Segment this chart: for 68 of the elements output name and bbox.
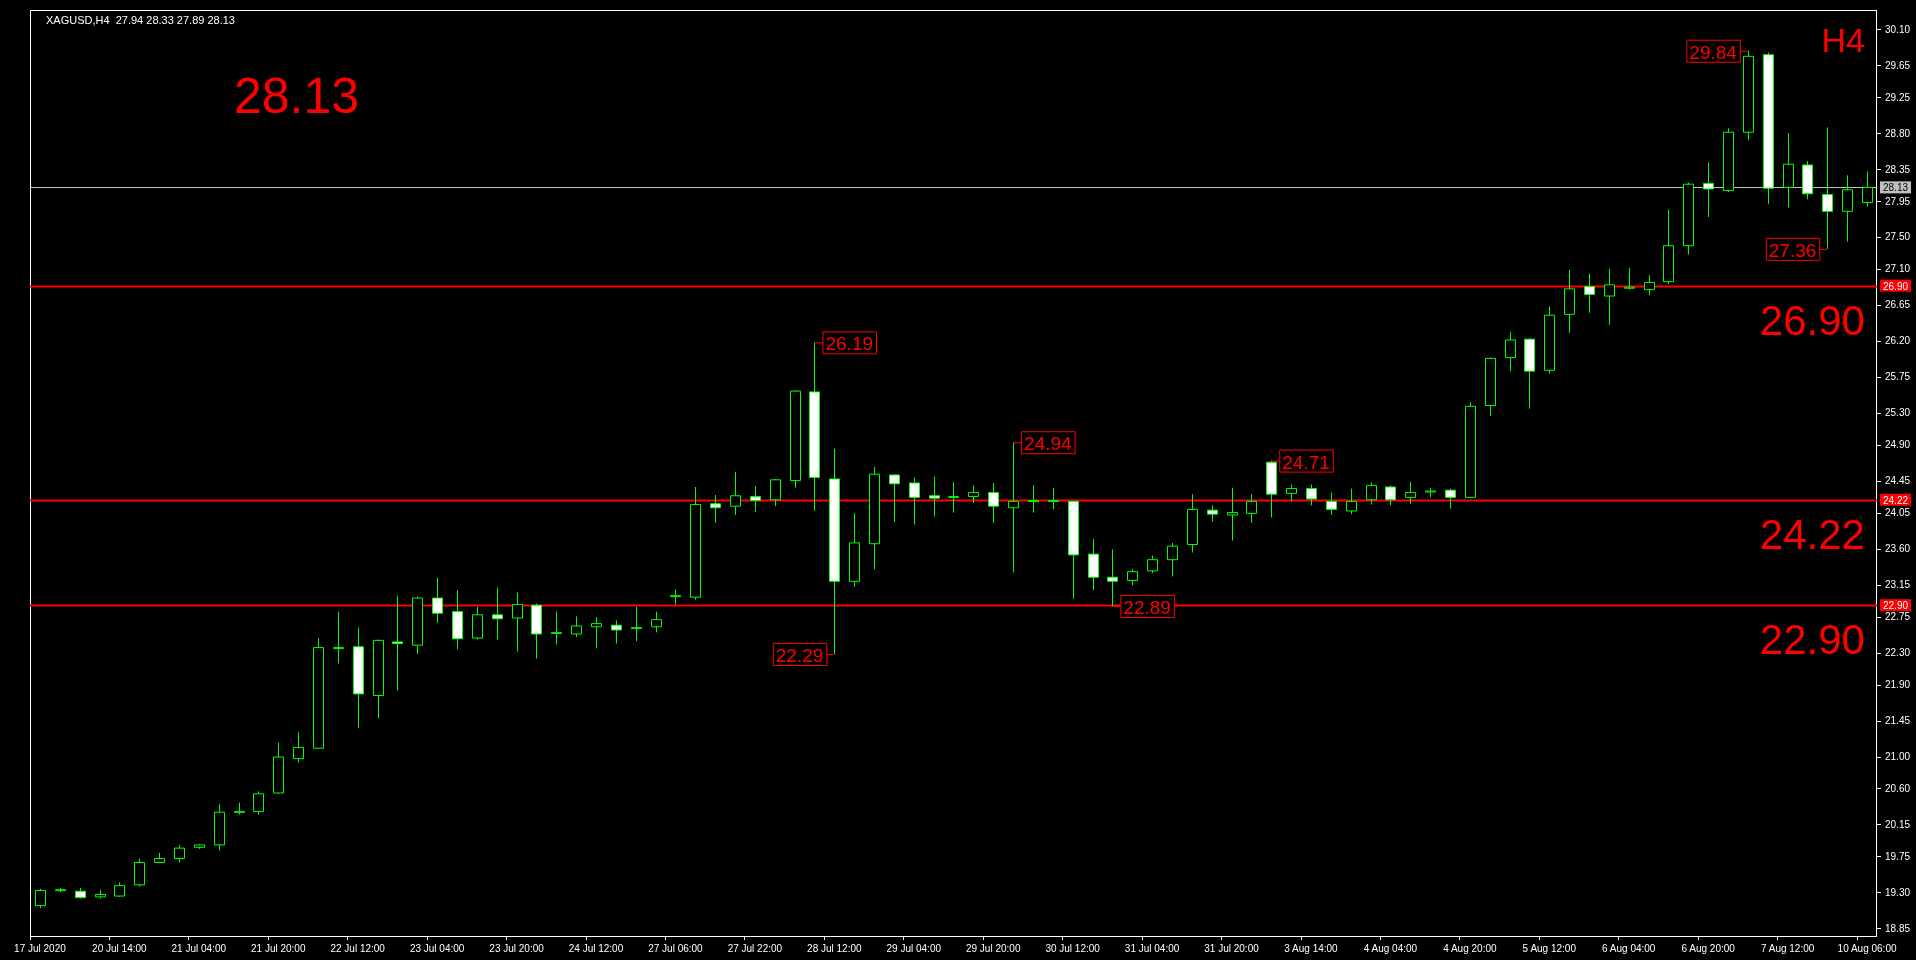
x-tick-label: 5 Aug 12:00 [1522,942,1577,954]
y-tick-label: 25.30 [1884,407,1911,419]
x-tick-label: 31 Jul 04:00 [1124,942,1180,954]
x-tick-label: 29 Jul 20:00 [965,942,1021,954]
ref-line-label: 22.90 [1882,600,1909,612]
x-tick-label: 10 Aug 06:00 [1837,942,1897,954]
annotation: 27.36 [1768,239,1817,261]
x-tick-label: 4 Aug 04:00 [1363,942,1418,954]
y-tick-label: 29.25 [1884,91,1911,103]
y-tick-label: 27.50 [1884,231,1911,243]
x-tick-label: 20 Jul 14:00 [92,942,148,954]
y-tick-label: 24.05 [1884,507,1911,519]
x-tick-label: 24 Jul 12:00 [568,942,624,954]
x-tick-label: 6 Aug 04:00 [1602,942,1656,954]
y-tick-label: 26.20 [1884,335,1911,347]
y-tick-label: 27.10 [1884,263,1911,275]
x-tick-label: 23 Jul 20:00 [489,942,545,954]
x-tick-label: 21 Jul 04:00 [171,942,227,954]
y-tick-label: 18.85 [1884,922,1911,934]
y-tick-label: 24.90 [1884,439,1911,451]
x-tick-label: 4 Aug 20:00 [1443,942,1497,954]
y-tick-label: 28.35 [1884,163,1911,175]
annotation: 24.71 [1282,451,1330,473]
annotation: 26.90 [1759,296,1865,344]
y-tick-label: 22.30 [1884,646,1911,658]
x-tick-label: 3 Aug 14:00 [1284,942,1339,954]
annotation: 22.90 [1759,616,1865,664]
y-tick-label: 22.75 [1884,610,1911,622]
y-tick-label: 19.75 [1884,850,1911,862]
x-tick-label: 29 Jul 04:00 [886,942,942,954]
annotation: H4 [1821,21,1865,59]
y-tick-label: 20.60 [1884,782,1911,794]
annotation: 24.22 [1759,510,1865,558]
x-tick-label: 27 Jul 06:00 [648,942,704,954]
chart-title: XAGUSD,H4 27.94 28.33 27.89 28.13 [46,14,235,26]
x-tick-label: 17 Jul 2020 [14,942,67,954]
y-tick-label: 30.10 [1884,23,1911,35]
x-tick-label: 6 Aug 20:00 [1681,942,1736,954]
y-tick-label: 25.75 [1884,371,1911,383]
annotation: 28.13 [234,68,360,124]
y-tick-label: 23.60 [1884,543,1911,555]
x-tick-label: 7 Aug 12:00 [1760,942,1815,954]
y-tick-label: 24.45 [1884,475,1911,487]
x-tick-label: 22 Jul 12:00 [330,942,386,954]
y-tick-label: 28.80 [1884,127,1911,139]
annotation: 29.84 [1689,41,1738,63]
y-tick-label: 21.00 [1884,750,1911,762]
ref-line-label: 24.22 [1882,494,1909,506]
y-tick-label: 27.95 [1884,195,1911,207]
x-tick-label: 23 Jul 04:00 [409,942,465,954]
y-tick-label: 26.65 [1884,299,1911,311]
x-tick-label: 27 Jul 22:00 [727,942,783,954]
y-tick-label: 19.30 [1884,886,1911,898]
y-tick-label: 20.15 [1884,818,1911,830]
x-tick-label: 28 Jul 12:00 [807,942,862,954]
y-tick-label: 23.15 [1884,579,1911,590]
ref-line-label: 28.13 [1882,182,1909,194]
annotation: 22.89 [1123,597,1171,619]
y-tick-label: 29.65 [1884,59,1911,71]
annotation: 26.19 [825,333,874,355]
x-tick-label: 30 Jul 12:00 [1045,942,1101,954]
x-tick-label: 21 Jul 20:00 [251,942,306,954]
x-tick-label: 31 Jul 20:00 [1204,942,1260,954]
annotation: 24.94 [1024,433,1073,455]
ref-line-label: 26.90 [1882,280,1909,292]
annotation: 22.29 [775,644,824,666]
y-tick-label: 21.45 [1884,714,1911,726]
y-tick-label: 21.90 [1884,678,1911,690]
